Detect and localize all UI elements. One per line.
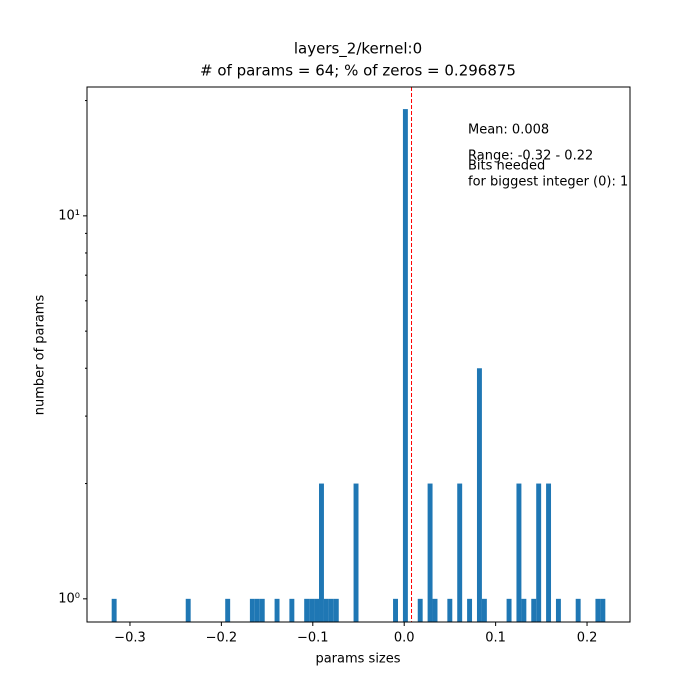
bar [249, 598, 255, 622]
bar [555, 598, 561, 622]
bar [481, 598, 487, 622]
bar [309, 598, 315, 622]
bar [476, 368, 482, 622]
bar [531, 598, 537, 622]
bar [304, 598, 310, 622]
x-tick-label: −0.2 [206, 631, 238, 646]
annotation: for biggest integer (0): 1 [468, 175, 628, 190]
bar [328, 598, 334, 622]
bar [546, 483, 552, 622]
bar [467, 598, 473, 622]
x-tick-label: −0.3 [114, 631, 146, 646]
bar [314, 598, 320, 622]
annotation: Range: -0.32 - 0.22 [468, 149, 593, 164]
x-tick-label: 0.2 [577, 631, 598, 646]
chart-title: layers_2/kernel:0 [294, 40, 422, 59]
y-tick-label: 10⁰ [58, 591, 80, 606]
bar [254, 598, 260, 622]
bar [289, 598, 295, 622]
bar [111, 598, 117, 622]
plot-frame [86, 86, 631, 623]
bar [323, 598, 329, 622]
bar [447, 598, 453, 622]
bar [427, 483, 433, 622]
annotation: Bits needed [468, 159, 545, 174]
bar [595, 598, 601, 622]
bar [185, 598, 191, 622]
chart-subtitle: # of params = 64; % of zeros = 0.296875 [200, 62, 516, 80]
x-tick-label: 0.0 [394, 631, 415, 646]
bar [457, 483, 463, 622]
x-tick-label: −0.1 [297, 631, 329, 646]
bar [432, 598, 438, 622]
bar [516, 483, 522, 622]
bar [353, 483, 359, 622]
bar [274, 598, 280, 622]
bar [575, 598, 581, 622]
y-axis-label: number of params [33, 295, 48, 416]
bar [417, 598, 423, 622]
bar [259, 598, 265, 622]
bar [600, 598, 606, 622]
x-axis-label: params sizes [315, 652, 400, 667]
bar [333, 598, 339, 622]
bar [319, 483, 324, 622]
x-tick-label: 0.1 [485, 631, 506, 646]
bar [225, 598, 231, 622]
bar [506, 598, 512, 622]
bar [393, 598, 398, 622]
bar [536, 483, 542, 622]
y-tick-label: 10¹ [58, 208, 80, 223]
bar [521, 598, 527, 622]
annotation: Mean: 0.008 [468, 123, 549, 138]
bar [402, 109, 408, 622]
